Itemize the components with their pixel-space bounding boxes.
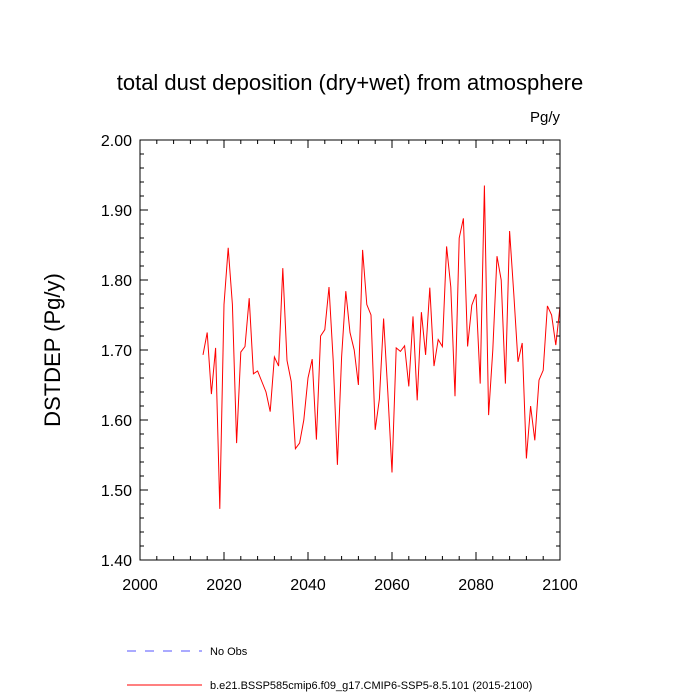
- x-tick-label: 2040: [290, 577, 326, 594]
- series-layer: [202, 185, 561, 509]
- x-tick-label: 2080: [458, 577, 494, 594]
- y-tick-label: 1.40: [101, 553, 132, 570]
- y-tick-label: 1.60: [101, 413, 132, 430]
- y-axis-label: DSTDEP (Pg/y): [40, 273, 65, 427]
- units-label: Pg/y: [530, 109, 561, 126]
- x-tick-label: 2020: [206, 577, 242, 594]
- legend-label-simulation: b.e21.BSSP585cmip6.f09_g17.CMIP6-SSP5-8.…: [210, 680, 532, 692]
- legend: No Obs b.e21.BSSP585cmip6.f09_g17.CMIP6-…: [127, 646, 532, 692]
- chart-title: total dust deposition (dry+wet) from atm…: [117, 70, 584, 95]
- x-tick-label: 2060: [374, 577, 410, 594]
- y-tick-label: 1.80: [101, 273, 132, 290]
- y-tick-label: 1.70: [101, 343, 132, 360]
- legend-label-no-obs: No Obs: [210, 646, 248, 658]
- plot-frame: [139, 139, 561, 561]
- y-tick-label: 1.50: [101, 483, 132, 500]
- y-tick-label: 2.00: [101, 133, 132, 150]
- series-line-0: [202, 185, 561, 509]
- x-tick-label: 2000: [122, 577, 158, 594]
- x-tick-label: 2100: [542, 577, 578, 594]
- axis-ticks: 2000 2020 2040 2060 2080 2100 1.40 1.50 1.60 1.70…: [101, 133, 578, 594]
- y-tick-label: 1.90: [101, 203, 132, 220]
